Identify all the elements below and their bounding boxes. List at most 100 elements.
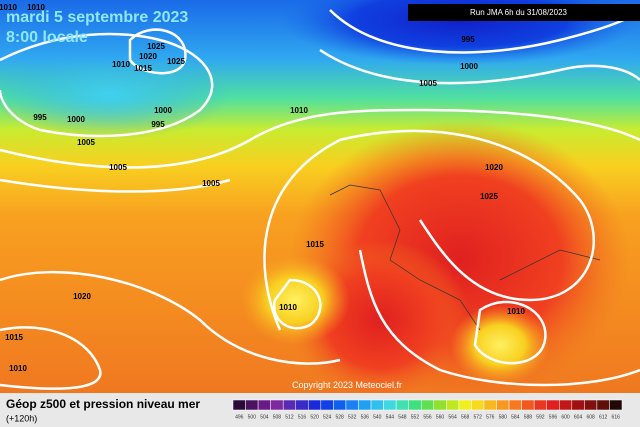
scale-swatch [483,399,497,411]
isobar-label: 995 [33,113,47,122]
scale-label: 516 [298,414,307,420]
isobar-label: 1015 [5,333,23,342]
scale-swatch [559,399,573,411]
run-label: Run JMA 6h du 31/08/2023 [470,8,568,17]
isobars [0,9,640,390]
scale-label: 596 [549,414,558,420]
scale-label: 576 [486,414,495,420]
scale-label: 568 [461,414,470,420]
isobar-label: 1025 [147,42,165,51]
scale-swatch [333,399,347,411]
isobar-label: 1020 [485,163,503,172]
scale-label: 524 [323,414,332,420]
scale-label: 548 [398,414,407,420]
scale-swatch [571,399,585,411]
scale-label: 588 [524,414,533,420]
copyright: Copyright 2023 Meteociel.fr [292,380,402,390]
map: 1010 101010251020101510251010995100010051… [0,0,640,400]
isobar-label: 1005 [109,163,127,172]
scale-label: 508 [273,414,282,420]
footer-lead: (+120h) [6,413,37,423]
scale-label: 504 [260,414,269,420]
scale-label: 500 [248,414,257,420]
scale-swatch [245,399,259,411]
scale-swatch [433,399,447,411]
scale-label: 584 [511,414,520,420]
scale-label: 612 [599,414,608,420]
isobar-label: 1005 [202,179,220,188]
scale-label: 496 [235,414,244,420]
scale-swatch [496,399,510,411]
scale-swatch [533,399,547,411]
scale-label: 544 [386,414,395,420]
scale-swatch [395,399,409,411]
isobar-labels: 1010 101010251020101510251010995100010051… [0,3,525,373]
scale-swatch [508,399,522,411]
scale-swatch [420,399,435,411]
scale-swatch [358,399,372,411]
color-scale: 496 500 504 508 512 516 520 524 528 532 536 540 544 5… [232,399,623,420]
footer-title: Géop z500 et pression niveau mer [6,397,200,411]
scale-label: 616 [612,414,621,420]
scale-label: 520 [310,414,319,420]
scale-label: 564 [448,414,457,420]
scale-label: 608 [586,414,595,420]
isobar-label: 1005 [419,79,437,88]
run-box [408,4,640,21]
isobar-label: 1020 [73,292,91,301]
scale-swatch [609,399,623,411]
scale-swatch [370,399,384,411]
scale-label: 604 [574,414,583,420]
scale-label: 552 [411,414,420,420]
scale-swatch [546,399,560,411]
scale-label: 512 [285,414,294,420]
isobar-label: 1000 [154,106,172,115]
scale-swatch [345,399,359,411]
scale-label: 572 [474,414,483,420]
scale-swatch [408,399,422,411]
isobar-label: 995 [151,120,165,129]
isobar-label: 1015 [134,64,152,73]
scale-swatch [596,399,610,411]
isobar-label: 995 [461,35,475,44]
isobar-label: 1020 [139,52,157,61]
scale-label: 556 [423,414,432,420]
scale-swatch [282,399,296,411]
scale-label: 560 [436,414,445,420]
isobar-label: 1010 [9,364,27,373]
isobar-label: 1015 [306,240,324,249]
scale-label: 540 [373,414,382,420]
scale-swatch [320,399,334,411]
scale-swatch [471,399,485,411]
scale-label: 536 [361,414,370,420]
scale-label: 532 [348,414,357,420]
scale-swatch [458,399,472,411]
scale-swatch [383,399,397,411]
scale-swatch [446,399,460,411]
scale-label: 600 [561,414,570,420]
scale-label: 592 [536,414,545,420]
isobar-label: 1010 [0,3,17,12]
date-label: mardi 5 septembre 2023 [6,9,188,26]
isobar-label: 1010 [290,106,308,115]
scale-swatch [257,399,271,411]
scale-swatch [232,399,246,411]
scale-swatch [295,399,309,411]
isobar-label: 1010 [507,307,525,316]
isobar-label: 1010 [112,60,130,69]
time-label: 8:00 locale [6,29,88,46]
isobar-label: 1000 [460,62,478,71]
scale-label: 528 [335,414,344,420]
isobar-label: 1025 [480,192,498,201]
scale-swatch [584,399,598,411]
isobar-label: 1025 [167,57,185,66]
isobar-label: 1010 [27,3,45,12]
scale-swatch [270,399,284,411]
isobar-label: 1010 [279,303,297,312]
scale-swatch [308,399,322,411]
scale-label: 580 [499,414,508,420]
scale-swatch [521,399,535,411]
isobar-label: 1005 [77,138,95,147]
